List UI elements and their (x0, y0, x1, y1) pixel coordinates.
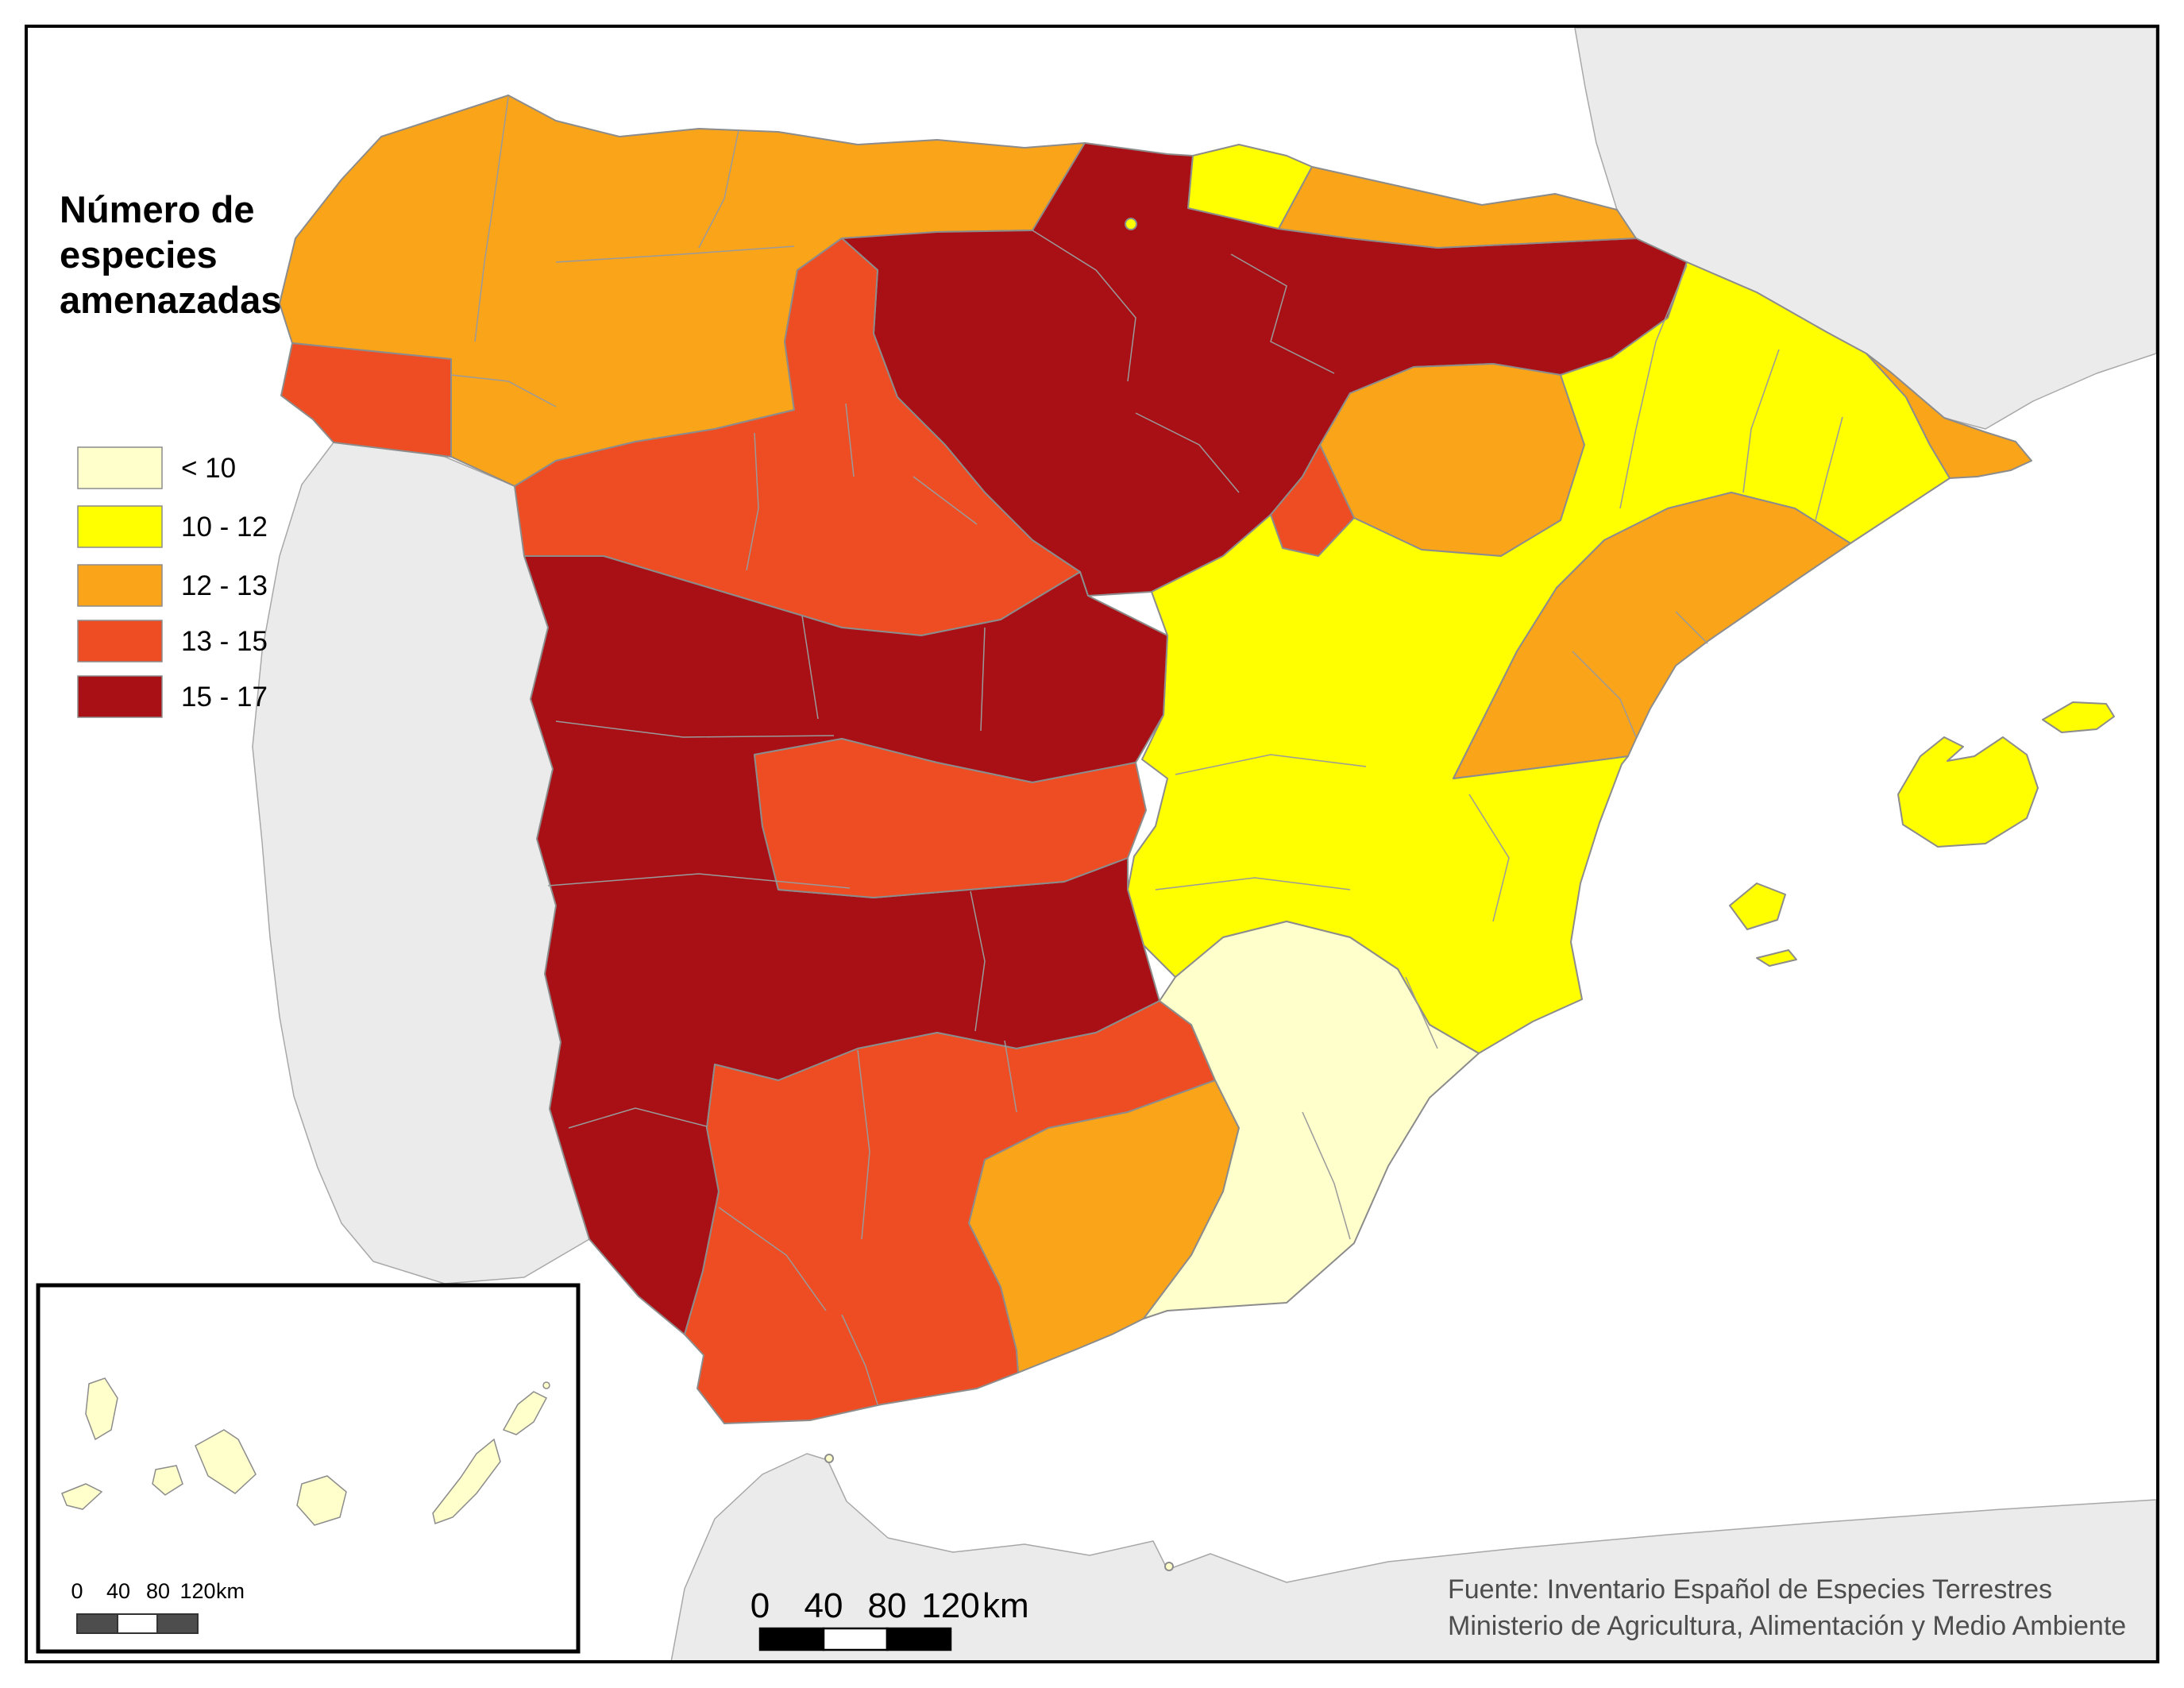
main-tick-120: 120 (921, 1586, 979, 1625)
legend-label-10-12: 10 - 12 (181, 512, 268, 543)
main-tick-0: 0 (751, 1586, 770, 1625)
island-la-palma (85, 1377, 118, 1441)
main-unit-km: km (982, 1586, 1029, 1625)
source-line-2: Ministerio de Agricultura, Alimentación … (1448, 1611, 2126, 1641)
legend-label-13-15: 13 - 15 (181, 626, 268, 657)
island-el-hierro (61, 1483, 103, 1510)
main-tick-80: 80 (868, 1586, 907, 1625)
region-girona (1866, 353, 2032, 479)
main-scalebar: 0 40 80 120 km (751, 1586, 1029, 1651)
legend-swatch-15-17 (77, 675, 163, 718)
region-pontevedra (280, 342, 452, 458)
inset-tick-120: 120 (179, 1579, 215, 1603)
region-africa (670, 1453, 2157, 1663)
region-melilla (1164, 1562, 1174, 1571)
region-formentera (1756, 949, 1797, 967)
region-teruel-castellon-tarragona (1453, 492, 1851, 779)
inset-bar-seg-2 (117, 1613, 158, 1634)
map-title-line-1: Número de (60, 188, 255, 230)
main-bar-seg-2 (822, 1627, 889, 1651)
main-bar-seg-1 (758, 1627, 825, 1651)
island-la-gomera (152, 1465, 183, 1496)
region-sureste-pale (1143, 921, 1480, 1319)
region-canarias (61, 1377, 550, 1526)
main-tick-40: 40 (805, 1586, 843, 1625)
main-bar-seg-3 (886, 1627, 952, 1651)
inset-tick-80: 80 (146, 1579, 170, 1603)
region-toledo (754, 738, 1147, 898)
island-fuerteventura (432, 1438, 501, 1524)
inset-bar-seg-3 (156, 1613, 199, 1634)
legend-swatch-lt10 (77, 446, 163, 489)
island-tenerife (195, 1429, 257, 1494)
legend-swatch-12-13 (77, 564, 163, 607)
source-line-1: Fuente: Inventario Español de Especies T… (1448, 1574, 2052, 1605)
region-ceuta (824, 1454, 834, 1463)
region-trevino-enclave (1125, 218, 1137, 230)
legend: < 10 10 - 12 12 - 13 13 - 15 15 - 17 (77, 446, 268, 718)
legend-swatch-13-15 (77, 620, 163, 662)
inset-tick-40: 40 (106, 1579, 130, 1603)
region-menorca (2042, 701, 2115, 733)
inset-tick-0: 0 (71, 1579, 83, 1603)
map-title-line-3: amenazadas (60, 279, 282, 321)
island-gran-canaria (296, 1475, 347, 1526)
region-guipuzcoa (1278, 166, 1637, 249)
island-lanzarote (502, 1391, 548, 1435)
legend-label-12-13: 12 - 13 (181, 570, 268, 601)
legend-label-lt10: < 10 (181, 453, 236, 484)
inset-canary-islands: 0 40 80 120 km (36, 1283, 581, 1654)
legend-label-15-17: 15 - 17 (181, 682, 268, 713)
map-frame (25, 25, 2159, 1663)
inset-unit-km: km (216, 1579, 245, 1603)
inset-scalebar: 0 40 80 120 km (71, 1579, 245, 1634)
region-mallorca (1897, 736, 2039, 848)
map-title-line-2: especies (60, 234, 218, 276)
island-la-graciosa (542, 1381, 550, 1389)
inset-bar-seg-1 (76, 1613, 118, 1634)
region-ibiza (1729, 883, 1786, 930)
region-west-block (523, 555, 1168, 1335)
province-borders (450, 96, 1843, 1405)
legend-swatch-10-12 (77, 505, 163, 548)
